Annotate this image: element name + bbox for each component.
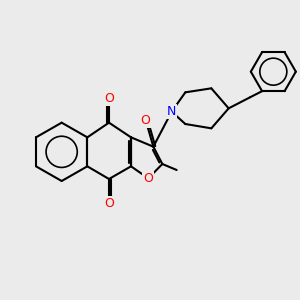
Text: O: O bbox=[104, 197, 114, 210]
Text: N: N bbox=[167, 105, 176, 118]
Text: O: O bbox=[143, 172, 153, 185]
Text: O: O bbox=[104, 92, 114, 105]
Text: O: O bbox=[141, 113, 151, 127]
